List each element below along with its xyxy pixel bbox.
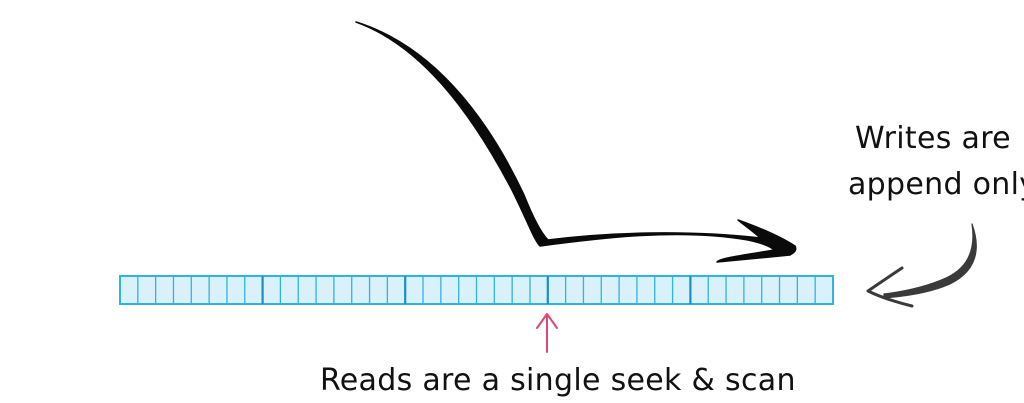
up-arrow-icon bbox=[537, 314, 557, 352]
side-arrow-shaft bbox=[884, 224, 976, 298]
side-arrow-head bbox=[868, 268, 912, 306]
writes-annotation-line-2: append only bbox=[848, 162, 1018, 208]
reads-annotation: Reads are a single seek & scan bbox=[320, 363, 796, 399]
writes-annotation: Writes are append only bbox=[848, 116, 1018, 208]
curved-arrow-icon bbox=[356, 22, 796, 262]
write-arrow-stroke bbox=[356, 22, 796, 262]
log-strip bbox=[120, 276, 833, 304]
writes-annotation-line-1: Writes are bbox=[848, 116, 1018, 162]
left-arrow-icon bbox=[868, 224, 976, 306]
